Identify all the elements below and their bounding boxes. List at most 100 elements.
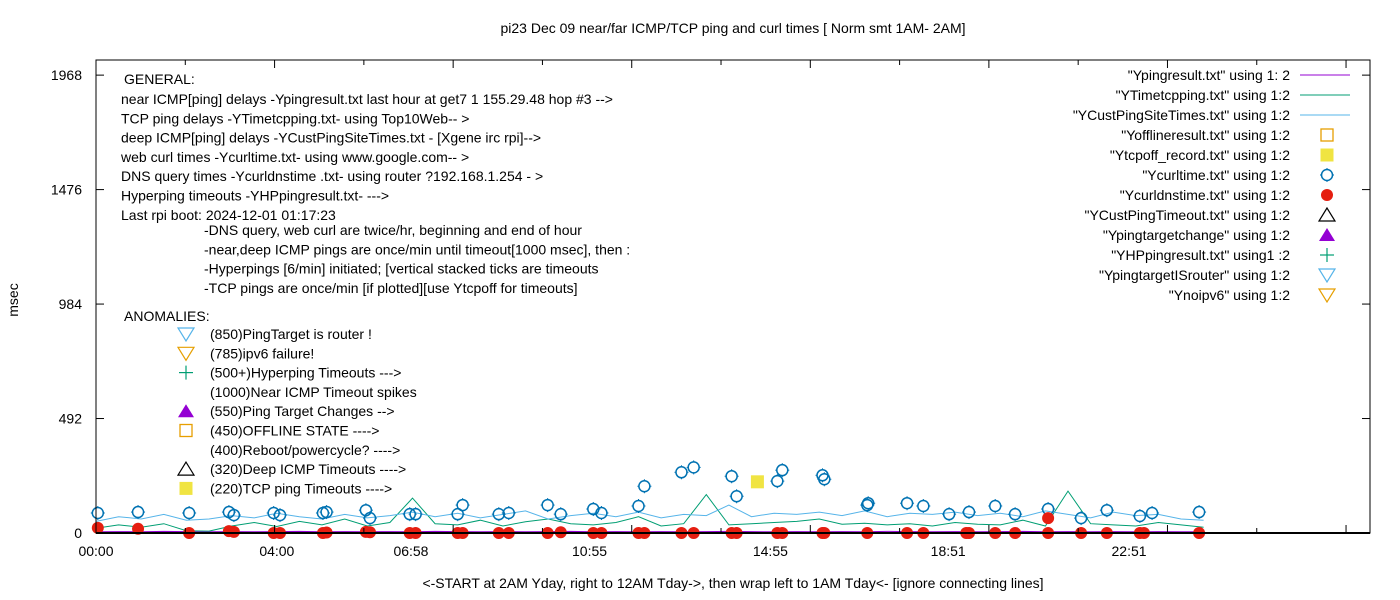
open-triangle-down-icon: [1317, 268, 1337, 284]
legend-symbol: [1317, 268, 1337, 284]
open-square-icon: [179, 423, 193, 438]
data-point: [1008, 507, 1023, 522]
general-line: web curl times -Ycurltime.txt- using www…: [120, 149, 469, 165]
y-tick-label: 1476: [51, 182, 82, 198]
data-point: [501, 505, 516, 520]
data-point: [686, 460, 701, 475]
general-line: deep ICMP[ping] delays -YCustPingSiteTim…: [121, 130, 541, 146]
legend-entry: "Ycurltime.txt" using 1:2: [1142, 167, 1334, 183]
open-circle-icon: [687, 461, 700, 474]
legend-label: "Ypingresult.txt" using 1: 2: [1128, 67, 1290, 83]
anomaly-item: (400)Reboot/powercycle? ---->: [210, 442, 400, 458]
data-point: [362, 511, 377, 526]
data-point: [861, 496, 876, 511]
open-circle-icon: [771, 474, 784, 488]
legend-symbol: [1317, 206, 1337, 222]
anomaly-symbol: [179, 423, 193, 438]
legend-label: "YCustPingSiteTimes.txt" using 1:2: [1073, 107, 1290, 123]
data-point: [266, 505, 281, 520]
legend-symbol: [1320, 248, 1334, 262]
y-tick-label: 0: [74, 525, 82, 541]
open-circle-icon: [962, 505, 976, 519]
data-point: [540, 498, 555, 513]
open-triangle-up-icon: [1317, 206, 1337, 222]
data-point: [637, 479, 652, 494]
anomaly-item: (550)Ping Target Changes -->: [210, 403, 395, 419]
data-point: [900, 496, 915, 511]
open-circle-icon: [91, 506, 105, 520]
open-circle-icon: [900, 496, 914, 510]
filled-square-icon: [750, 475, 764, 489]
axes: 0 492 984 1476 1968 00:00 04:00 06:58 10:55 14:55…: [51, 59, 1371, 559]
legend-entry: "YHPpingresult.txt" using1 :2: [1111, 247, 1334, 263]
series-6: [91, 512, 1206, 539]
legend-label: "Yofflineresult.txt" using 1:2: [1121, 127, 1290, 143]
data-point: [132, 522, 145, 535]
data-point: [1145, 505, 1160, 520]
open-circle-icon: [1320, 168, 1334, 182]
data-point: [916, 499, 931, 514]
filled-circle-icon: [1321, 189, 1333, 201]
open-triangle-up-icon: [176, 460, 196, 476]
data-point: [450, 507, 465, 522]
data-point: [408, 507, 423, 522]
legend-label: "Ycurltime.txt" using 1:2: [1142, 167, 1290, 183]
open-circle-icon: [917, 499, 930, 513]
series-5: [90, 460, 1207, 526]
data-point: [586, 502, 601, 517]
y-axis-label: msec: [5, 283, 21, 316]
data-point: [961, 505, 976, 520]
open-circle-icon: [730, 489, 743, 503]
legend-label: "YCustPingTimeout.txt" using 1:2: [1084, 207, 1290, 223]
legend-symbol: [1319, 228, 1335, 241]
legend-entry: "Ypingresult.txt" using 1: 2: [1128, 67, 1350, 83]
data-point: [358, 503, 373, 518]
legend-label: "Ycurldnstime.txt" using 1:2: [1120, 187, 1290, 203]
data-point: [770, 474, 785, 489]
legend: "Ypingresult.txt" using 1: 2 "YTimetcppin…: [1073, 67, 1350, 304]
anomaly-item: (785)ipv6 failure!: [210, 345, 314, 361]
chart-title: pi23 Dec 09 near/far ICMP/TCP ping and c…: [500, 20, 965, 36]
data-point: [1042, 512, 1055, 525]
data-point: [1074, 511, 1089, 526]
data-point: [988, 499, 1003, 514]
anomaly-symbol: [178, 404, 194, 418]
series-4: [750, 475, 764, 489]
x-tick-label: 04:00: [259, 543, 294, 559]
anomaly-item: (450)OFFLINE STATE ---->: [210, 423, 379, 439]
legend-entry: "Ycurldnstime.txt" using 1:2: [1120, 187, 1333, 203]
data-point: [1132, 509, 1147, 524]
filled-square-icon: [1320, 148, 1334, 162]
data-point: [227, 525, 240, 538]
y-tick-label: 1968: [51, 67, 82, 83]
filled-triangle-up-icon: [178, 404, 194, 418]
data-point: [724, 469, 739, 484]
legend-symbol: [1321, 189, 1333, 201]
general-header: GENERAL:: [124, 71, 195, 87]
filled-circle-icon: [1042, 512, 1055, 525]
open-circle-icon: [1008, 507, 1022, 521]
data-point: [491, 507, 506, 522]
data-point: [91, 521, 104, 534]
filled-circle-icon: [132, 522, 145, 535]
anomaly-item: (500+)Hyperping Timeouts --->: [210, 365, 401, 381]
open-circle-icon: [182, 506, 196, 520]
x-tick-label: 10:55: [572, 543, 607, 559]
legend-label: "Ytcpoff_record.txt" using 1:2: [1110, 147, 1290, 163]
open-circle-icon: [273, 508, 287, 522]
data-point: [594, 505, 609, 520]
legend-symbol: [1320, 148, 1334, 162]
data-point: [750, 475, 764, 489]
open-circle-icon: [638, 479, 651, 493]
data-point: [273, 508, 288, 523]
data-point: [90, 505, 105, 520]
data-point: [553, 507, 568, 522]
data-point: [1192, 505, 1207, 520]
general-line: near ICMP[ping] delays -Ypingresult.txt …: [121, 91, 613, 107]
legend-symbol: [1317, 288, 1337, 304]
annotation-block: GENERAL: near ICMP[ping] delays -Ypingres…: [120, 71, 630, 496]
note-line: -near,deep ICMP pings are once/min until…: [204, 241, 630, 257]
anomaly-symbol: [176, 327, 196, 343]
legend-label: "YpingtargetISrouter" using 1:2: [1099, 267, 1290, 283]
